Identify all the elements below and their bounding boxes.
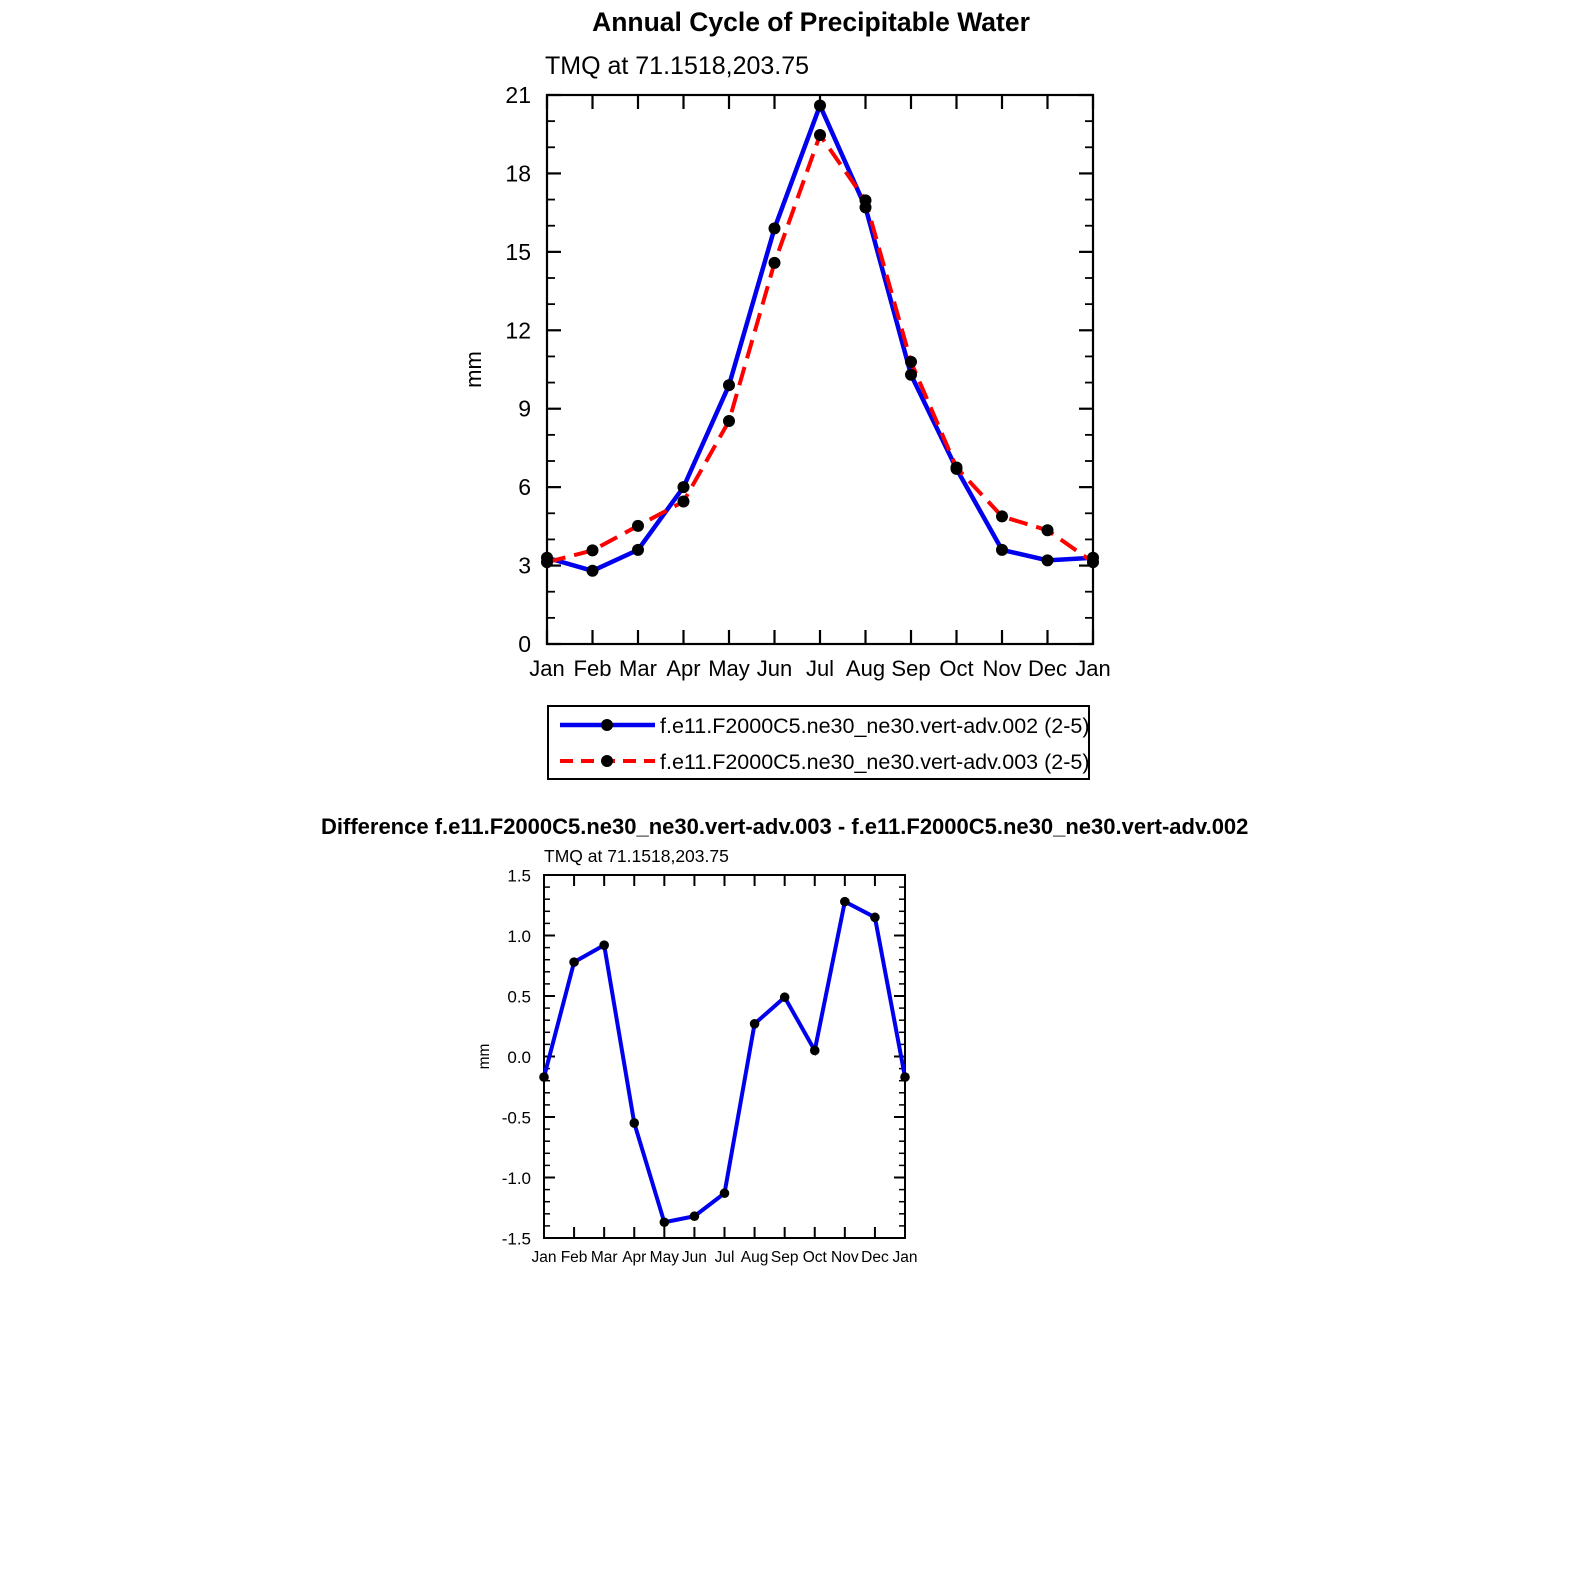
svg-text:mm: mm	[461, 351, 486, 388]
svg-text:Aug: Aug	[846, 656, 885, 681]
svg-text:0: 0	[518, 631, 531, 657]
svg-text:Annual Cycle of Precipitable W: Annual Cycle of Precipitable Water	[592, 7, 1030, 37]
svg-text:Dec: Dec	[1028, 656, 1067, 681]
svg-text:Difference f.e11.F2000C5.ne30_: Difference f.e11.F2000C5.ne30_ne30.vert-…	[321, 814, 1248, 839]
svg-text:21: 21	[505, 82, 531, 108]
svg-text:Apr: Apr	[666, 656, 700, 681]
svg-text:18: 18	[505, 160, 531, 186]
svg-text:1.0: 1.0	[507, 927, 531, 946]
svg-text:3: 3	[518, 553, 531, 579]
svg-text:Apr: Apr	[622, 1249, 646, 1266]
svg-text:-1.5: -1.5	[502, 1230, 531, 1249]
svg-text:Dec: Dec	[861, 1249, 889, 1266]
svg-text:12: 12	[505, 317, 531, 343]
svg-text:TMQ at 71.1518,203.75: TMQ at 71.1518,203.75	[545, 52, 809, 80]
svg-text:Jan: Jan	[893, 1249, 918, 1266]
svg-text:-1.0: -1.0	[502, 1169, 531, 1188]
svg-text:May: May	[708, 656, 750, 681]
svg-text:TMQ at 71.1518,203.75: TMQ at 71.1518,203.75	[544, 846, 729, 866]
svg-text:mm: mm	[476, 1044, 493, 1070]
svg-text:Oct: Oct	[939, 656, 973, 681]
svg-text:Feb: Feb	[561, 1249, 588, 1266]
svg-text:Jan: Jan	[529, 656, 564, 681]
svg-text:Jul: Jul	[806, 656, 834, 681]
svg-text:Jan: Jan	[1075, 656, 1110, 681]
svg-text:0.5: 0.5	[507, 988, 531, 1007]
svg-text:0.0: 0.0	[507, 1048, 531, 1067]
svg-text:Aug: Aug	[741, 1249, 769, 1266]
svg-text:Jun: Jun	[682, 1249, 707, 1266]
svg-text:Mar: Mar	[619, 656, 657, 681]
svg-text:f.e11.F2000C5.ne30_ne30.vert-a: f.e11.F2000C5.ne30_ne30.vert-adv.003 (2-…	[660, 750, 1090, 774]
svg-text:Feb: Feb	[574, 656, 612, 681]
svg-text:Mar: Mar	[591, 1249, 618, 1266]
svg-text:Sep: Sep	[891, 656, 930, 681]
svg-text:Nov: Nov	[831, 1249, 859, 1266]
svg-text:-0.5: -0.5	[502, 1109, 531, 1128]
svg-text:Oct: Oct	[803, 1249, 828, 1266]
svg-text:6: 6	[518, 474, 531, 500]
svg-text:1.5: 1.5	[507, 867, 531, 886]
svg-text:9: 9	[518, 396, 531, 422]
svg-text:15: 15	[505, 239, 531, 265]
svg-text:Nov: Nov	[982, 656, 1021, 681]
svg-text:Jun: Jun	[757, 656, 792, 681]
svg-text:f.e11.F2000C5.ne30_ne30.vert-a: f.e11.F2000C5.ne30_ne30.vert-adv.002 (2-…	[660, 714, 1090, 738]
svg-text:Jul: Jul	[715, 1249, 735, 1266]
svg-text:May: May	[650, 1249, 680, 1266]
svg-text:Jan: Jan	[532, 1249, 557, 1266]
svg-text:Sep: Sep	[771, 1249, 799, 1266]
